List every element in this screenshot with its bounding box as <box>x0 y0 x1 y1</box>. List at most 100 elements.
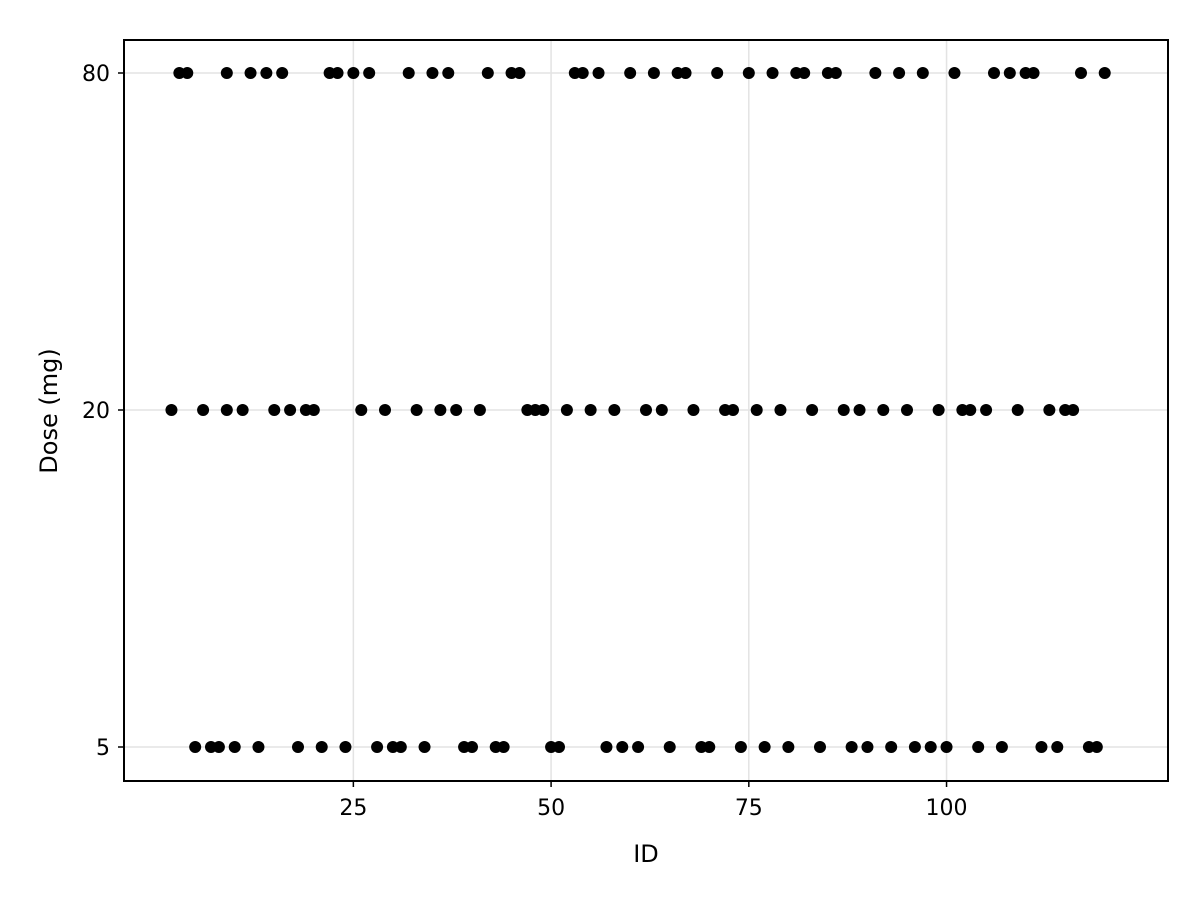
data-point <box>513 67 526 79</box>
data-point <box>1043 404 1056 416</box>
data-point <box>434 404 447 416</box>
data-point <box>307 404 320 416</box>
data-point <box>972 741 985 753</box>
data-point <box>252 741 265 753</box>
y-tick-label: 20 <box>82 399 110 424</box>
data-point <box>355 404 368 416</box>
data-point <box>450 404 463 416</box>
data-point <box>402 67 415 79</box>
data-point <box>576 67 589 79</box>
x-tick-label: 75 <box>735 796 763 821</box>
data-point <box>964 404 977 416</box>
data-point <box>861 741 874 753</box>
data-point <box>893 67 906 79</box>
data-point <box>948 67 961 79</box>
data-point <box>814 741 826 753</box>
data-point <box>608 404 621 416</box>
data-point <box>908 741 921 753</box>
data-point <box>189 741 202 753</box>
data-point <box>292 741 304 753</box>
data-point <box>473 404 486 416</box>
data-point <box>687 404 700 416</box>
data-point <box>276 67 289 79</box>
data-point <box>466 741 478 753</box>
x-axis-label: ID <box>633 840 659 868</box>
data-point <box>774 404 787 416</box>
data-point <box>600 741 613 753</box>
data-point <box>442 67 455 79</box>
data-point <box>1067 404 1080 416</box>
data-point <box>877 404 890 416</box>
data-point <box>560 404 573 416</box>
data-point <box>181 67 194 79</box>
data-point <box>640 404 652 416</box>
data-point <box>165 404 178 416</box>
data-point <box>853 404 866 416</box>
data-point <box>315 741 328 753</box>
data-point <box>379 404 391 416</box>
data-point <box>758 741 771 753</box>
data-point <box>220 67 233 79</box>
data-point <box>197 404 210 416</box>
data-point <box>236 404 249 416</box>
data-point <box>592 67 605 79</box>
x-tick-label: 100 <box>926 796 968 821</box>
data-point <box>268 404 281 416</box>
data-point <box>394 741 407 753</box>
data-point <box>679 67 692 79</box>
data-point <box>940 741 953 753</box>
data-point <box>339 741 352 753</box>
data-point <box>1035 741 1048 753</box>
data-point <box>220 404 233 416</box>
data-point <box>1098 67 1111 79</box>
data-point <box>584 404 597 416</box>
data-point <box>418 741 431 753</box>
data-point <box>212 741 225 753</box>
data-point <box>837 404 850 416</box>
data-point <box>711 67 724 79</box>
x-tick-label: 50 <box>537 796 565 821</box>
data-point <box>426 67 439 79</box>
data-point <box>901 404 913 416</box>
data-point <box>1075 67 1087 79</box>
data-point <box>655 404 668 416</box>
y-axis-label: Dose (mg) <box>35 348 63 473</box>
data-point <box>553 741 565 753</box>
data-point <box>284 404 297 416</box>
data-point <box>782 741 795 753</box>
data-point <box>932 404 945 416</box>
data-points <box>165 67 1111 753</box>
data-point <box>727 404 739 416</box>
data-point <box>742 67 755 79</box>
data-point <box>734 741 747 753</box>
data-point <box>663 741 676 753</box>
data-point <box>363 67 376 79</box>
data-point <box>632 741 645 753</box>
data-point <box>988 67 1000 79</box>
data-point <box>806 404 819 416</box>
data-point <box>869 67 882 79</box>
data-point <box>885 741 898 753</box>
data-point <box>497 741 510 753</box>
data-point <box>845 741 858 753</box>
data-point <box>750 404 763 416</box>
data-point <box>228 741 241 753</box>
data-point <box>1090 741 1103 753</box>
y-tick-label: 5 <box>96 736 110 761</box>
data-point <box>260 67 273 79</box>
x-tick-label: 25 <box>339 796 367 821</box>
data-point <box>1027 67 1040 79</box>
data-point <box>829 67 842 79</box>
data-point <box>371 741 384 753</box>
data-point <box>410 404 423 416</box>
data-point <box>924 741 937 753</box>
data-point <box>1011 404 1024 416</box>
data-point <box>1003 67 1016 79</box>
data-point <box>331 67 344 79</box>
axis-ticks: 25 50 75 100 5 20 80 <box>82 62 968 821</box>
data-point <box>1051 741 1064 753</box>
data-point <box>798 67 811 79</box>
y-tick-label: 80 <box>82 62 110 87</box>
data-point <box>916 67 929 79</box>
